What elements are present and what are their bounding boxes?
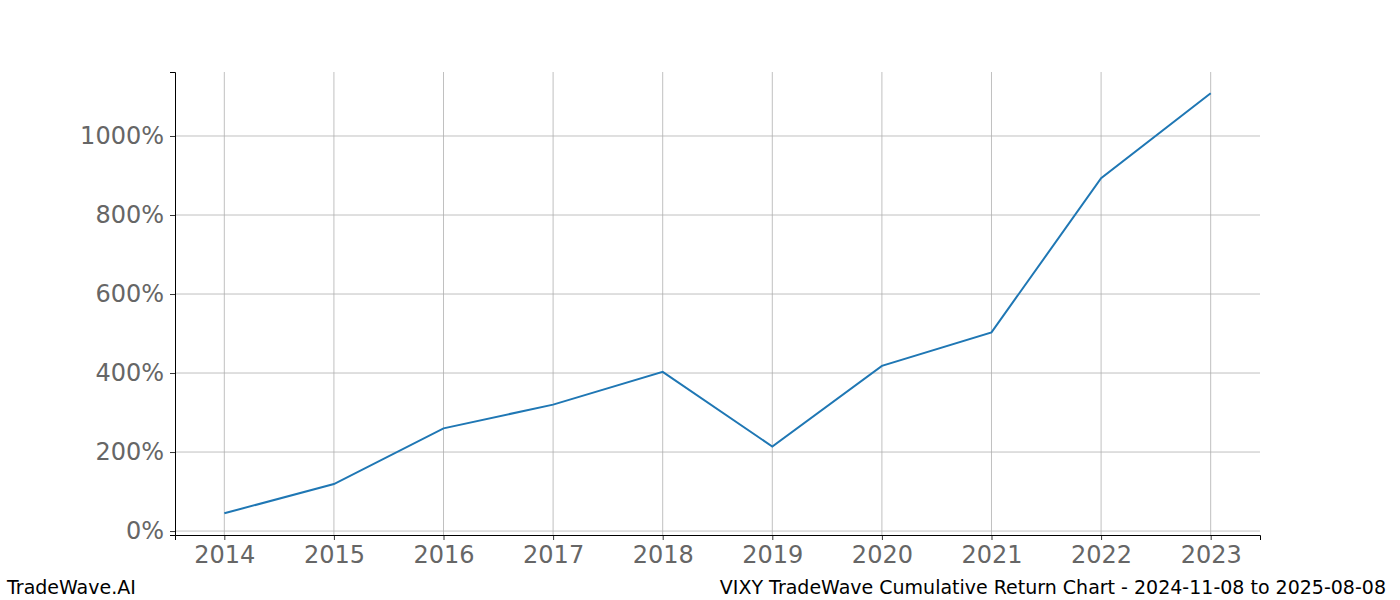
grid-line [443,72,444,535]
tick-label: 2023 [1181,541,1242,569]
tick-label: 600% [95,280,164,308]
grid-line [662,72,663,535]
tick-label: 2022 [1071,541,1132,569]
tick-mark [1101,535,1102,540]
tick-mark [224,535,225,540]
tick-label: 2019 [742,541,803,569]
tick-label: 2015 [304,541,365,569]
grid-line [175,531,1260,532]
tick-mark [170,373,175,374]
tick-label: 2016 [413,541,474,569]
grid-line [224,72,225,535]
tick: 2018 [633,535,694,569]
tick-label: 2018 [633,541,694,569]
tick: 400% [95,359,175,387]
grid-line [772,72,773,535]
tick-mark [334,535,335,540]
grid-line [333,72,334,535]
tick: 800% [95,201,175,229]
title: VIXY TradeWave Cumulative Return Chart -… [720,576,1386,598]
tick-label: 2020 [852,541,913,569]
tick: 200% [95,438,175,466]
tick: 2022 [1071,535,1132,569]
axis-line [170,73,176,536]
tick: 2016 [413,535,474,569]
annotation: TradeWave.AI [6,576,136,598]
tick-mark [444,535,445,540]
tick-mark [553,535,554,540]
grid-line [1101,72,1102,535]
grid-line [175,373,1260,374]
tick: 1000% [80,122,175,150]
tick: 2015 [304,535,365,569]
grid-line [175,135,1260,136]
tick: 2020 [852,535,913,569]
tick: 2014 [194,535,255,569]
grid-line [175,452,1260,453]
tick: 2021 [961,535,1022,569]
tick-label: 2017 [523,541,584,569]
tick-label: 1000% [80,122,164,150]
grid-line [553,72,554,535]
tick-mark [170,531,175,532]
grid-line [881,72,882,535]
grid-line [991,72,992,535]
y-axis: 0% 200% 400% 600% 800% 1000% [80,73,175,546]
tick-mark [1211,535,1212,540]
grid [175,72,1260,535]
tick-label: 200% [95,438,164,466]
tick-mark [170,294,175,295]
plot: 2014 2015 2016 2017 2018 2019 2020 2021 2022 2023… [80,72,1260,569]
tick-label: 2014 [194,541,255,569]
chart: 2014 2015 2016 2017 2018 2019 2020 2021 2022 2023… [0,0,1400,600]
grid-line [175,215,1260,216]
grid-line [1210,72,1211,535]
grid-line [175,294,1260,295]
tick-label: 800% [95,201,164,229]
tick: 2019 [742,535,803,569]
tick-label: 2021 [961,541,1022,569]
tick-label: 400% [95,359,164,387]
line [224,93,1210,513]
tick: 0% [126,517,175,545]
series [224,93,1210,513]
tick-mark [170,215,175,216]
x-axis: 2014 2015 2016 2017 2018 2019 2020 2021 2022 2023 [176,535,1261,569]
tick-mark [991,535,992,540]
tick-mark [663,535,664,540]
axis-line [176,536,1261,541]
tick-mark [882,535,883,540]
tick-mark [772,535,773,540]
tick-mark [170,136,175,137]
tick-label: 0% [126,517,164,545]
tick-mark [170,452,175,453]
tick: 2023 [1181,535,1242,569]
tick: 600% [95,280,175,308]
tick: 2017 [523,535,584,569]
